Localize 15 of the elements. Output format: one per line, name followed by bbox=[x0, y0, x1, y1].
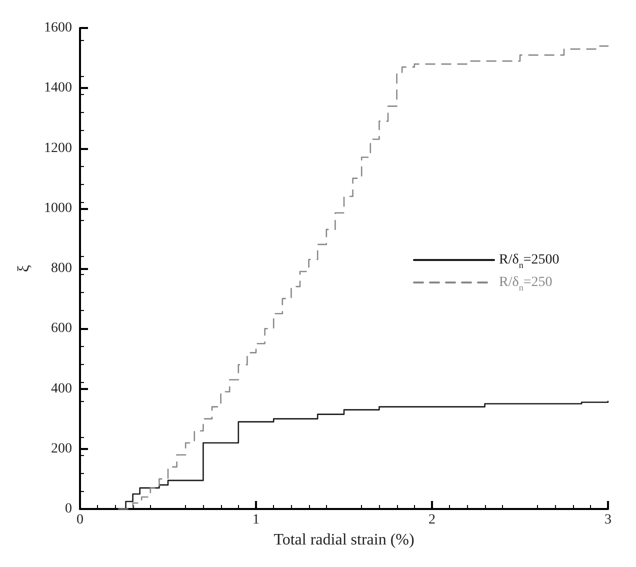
y-tick-label: 800 bbox=[51, 261, 72, 276]
y-tick-label: 1000 bbox=[44, 200, 72, 216]
y-tick-label: 1400 bbox=[44, 80, 72, 96]
y-tick-label: 1200 bbox=[44, 140, 72, 156]
x-tick-label: 2 bbox=[428, 512, 436, 528]
y-tick-label: 400 bbox=[51, 381, 72, 396]
x-tick-label: 1 bbox=[252, 512, 260, 528]
y-tick-label: 1600 bbox=[44, 20, 72, 36]
y-tick-label: 600 bbox=[51, 321, 72, 336]
x-tick-label: 0 bbox=[76, 512, 84, 528]
y-tick-label: 0 bbox=[65, 502, 72, 516]
x-axis-title: Total radial strain (%) bbox=[274, 531, 414, 548]
y-axis-title: ξ bbox=[16, 264, 32, 272]
y-tick-label: 200 bbox=[51, 441, 72, 456]
x-tick-label: 3 bbox=[604, 512, 612, 528]
